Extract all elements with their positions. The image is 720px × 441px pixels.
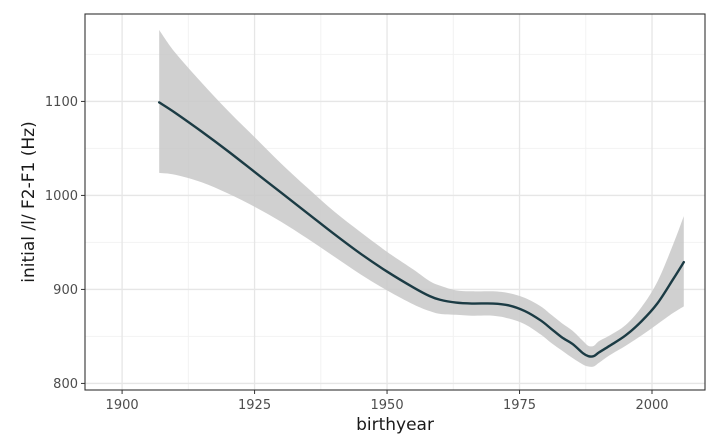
y-axis-title: initial /l/ F2-F1 (Hz) <box>19 121 39 282</box>
y-axis-ticks: 800 900 1000 1100 <box>45 95 85 392</box>
x-axis-ticks: 1900 1925 1950 1975 2000 <box>106 390 669 413</box>
y-tick-label: 1000 <box>45 189 78 204</box>
smooth-line <box>157 101 685 358</box>
smooth-line-layer <box>157 101 685 358</box>
confidence-ribbon-layer <box>159 29 684 367</box>
x-tick-label: 1950 <box>371 398 404 413</box>
y-tick-label: 1100 <box>45 95 78 110</box>
x-tick-label: 1900 <box>106 398 139 413</box>
confidence-ribbon <box>159 29 684 367</box>
y-tick-label: 900 <box>53 283 78 298</box>
x-tick-label: 1975 <box>503 398 536 413</box>
x-tick-label: 2000 <box>635 398 668 413</box>
y-tick-label: 800 <box>53 377 78 392</box>
panel-border-layer <box>84 13 706 391</box>
x-tick-label: 1925 <box>238 398 271 413</box>
x-axis-title: birthyear <box>356 415 434 435</box>
panel-border <box>84 13 706 391</box>
